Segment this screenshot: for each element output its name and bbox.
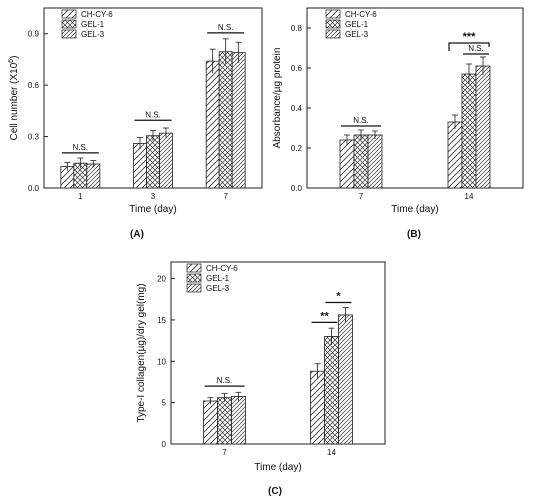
x-tick-label: 1 [78, 192, 83, 201]
legend-swatch [186, 273, 202, 283]
legend-label: GEL-1 [206, 274, 230, 283]
plot-frame [306, 7, 524, 189]
x-tick-label: 7 [223, 192, 228, 201]
x-tick-label: 14 [327, 448, 336, 457]
bar-ch-cy-6 [205, 60, 220, 189]
bar-gel-3 [86, 163, 101, 189]
legend-swatch [61, 29, 77, 39]
y-tick-label: 20 [157, 275, 166, 284]
bar-gel-3 [338, 314, 353, 445]
y-tick-label: 0.3 [28, 133, 40, 142]
y-axis-label: Absorbance/µg protein [272, 48, 283, 149]
bar-gel-1 [461, 73, 477, 189]
x-tick-label: 14 [465, 192, 474, 201]
legend-swatch [61, 9, 77, 19]
bar-ch-cy-6 [310, 370, 325, 445]
bar-gel-3 [475, 65, 491, 189]
legend-label: GEL-3 [206, 284, 230, 293]
y-tick-label: 0.6 [28, 81, 40, 90]
y-axis-label: Cell number (X106) [8, 55, 20, 140]
significance-label: N.S. [353, 116, 369, 125]
legend-label: GEL-1 [81, 20, 105, 29]
significance-label: *** [463, 31, 477, 43]
bar-gel-1 [217, 397, 232, 445]
chart-panel-c: 051015207N.S.14***CH-CY-6GEL-1GEL-3Time … [136, 261, 386, 497]
y-tick-label: 10 [157, 357, 166, 366]
bar-gel-3 [231, 396, 246, 445]
bar-gel-3 [159, 132, 173, 189]
legend-label: CH-CY-6 [206, 264, 238, 273]
legend-swatch [186, 283, 202, 293]
panel-label: (A) [130, 229, 144, 240]
y-axis-label-text: Cell number (X10 [9, 62, 20, 140]
legend-label: GEL-3 [81, 30, 105, 39]
x-axis-label: Time (day) [391, 204, 438, 215]
significance-label: N.S. [145, 110, 161, 119]
legend-swatch [325, 29, 341, 39]
bar-gel-1 [324, 336, 339, 445]
significance-label: * [336, 291, 341, 303]
bar-gel-1 [353, 134, 369, 189]
x-tick-label: 7 [222, 448, 227, 457]
significance-label: N.S. [73, 143, 89, 152]
y-tick-label: 0.4 [291, 104, 303, 113]
legend-label: CH-CY-6 [81, 10, 113, 19]
bar-gel-3 [231, 52, 246, 189]
chart-panel-b: 0.00.20.40.60.87N.S.14***N.S.CH-CY-6GEL-… [272, 7, 524, 240]
legend-swatch [325, 19, 341, 29]
bar-gel-1 [146, 135, 160, 189]
panel-label: (B) [407, 229, 421, 240]
y-tick-label: 0 [162, 440, 167, 449]
bar-gel-1 [218, 51, 233, 189]
bar-ch-cy-6 [339, 139, 355, 189]
y-tick-label: 0.0 [28, 184, 40, 193]
y-tick-label: 15 [157, 316, 166, 325]
significance-label: N.S. [217, 376, 233, 385]
significance-label: N.S. [468, 44, 484, 53]
legend-label: CH-CY-6 [345, 10, 377, 19]
legend-label: GEL-3 [345, 30, 369, 39]
x-tick-label: 3 [151, 192, 156, 201]
bar-ch-cy-6 [203, 400, 218, 445]
significance-label: ** [320, 310, 329, 322]
plot-frame [170, 261, 386, 445]
significance-label: N.S. [218, 23, 234, 32]
x-axis-label: Time (day) [254, 462, 301, 473]
legend-swatch [186, 263, 202, 273]
bar-gel-3 [367, 134, 383, 189]
y-tick-label: 0.6 [291, 64, 303, 73]
bar-ch-cy-6 [133, 143, 147, 189]
y-tick-label: 5 [162, 399, 167, 408]
y-tick-label: 0.2 [291, 144, 303, 153]
y-tick-label: 0.8 [291, 24, 303, 33]
bar-ch-cy-6 [447, 121, 463, 189]
x-tick-label: 7 [359, 192, 364, 201]
x-axis-label: Time (day) [129, 204, 176, 215]
legend-swatch [325, 9, 341, 19]
legend-swatch [61, 19, 77, 29]
y-axis-label-end: ) [9, 55, 20, 58]
y-tick-label: 0.9 [28, 30, 40, 39]
significance-bracket [448, 42, 490, 51]
y-axis-label-sup: 6 [8, 59, 15, 63]
legend-label: GEL-1 [345, 20, 369, 29]
chart-panel-a: 0.0 0.3 0.6 0.9 1 N.S. 3 N.S. 7 N.S. CH-CY-6GEL-1G… [8, 7, 263, 240]
y-tick-label: 0.0 [291, 184, 303, 193]
y-axis-label: Type-I collagen(µg)/dry gel(mg) [136, 283, 147, 422]
panel-label: (C) [268, 486, 282, 497]
